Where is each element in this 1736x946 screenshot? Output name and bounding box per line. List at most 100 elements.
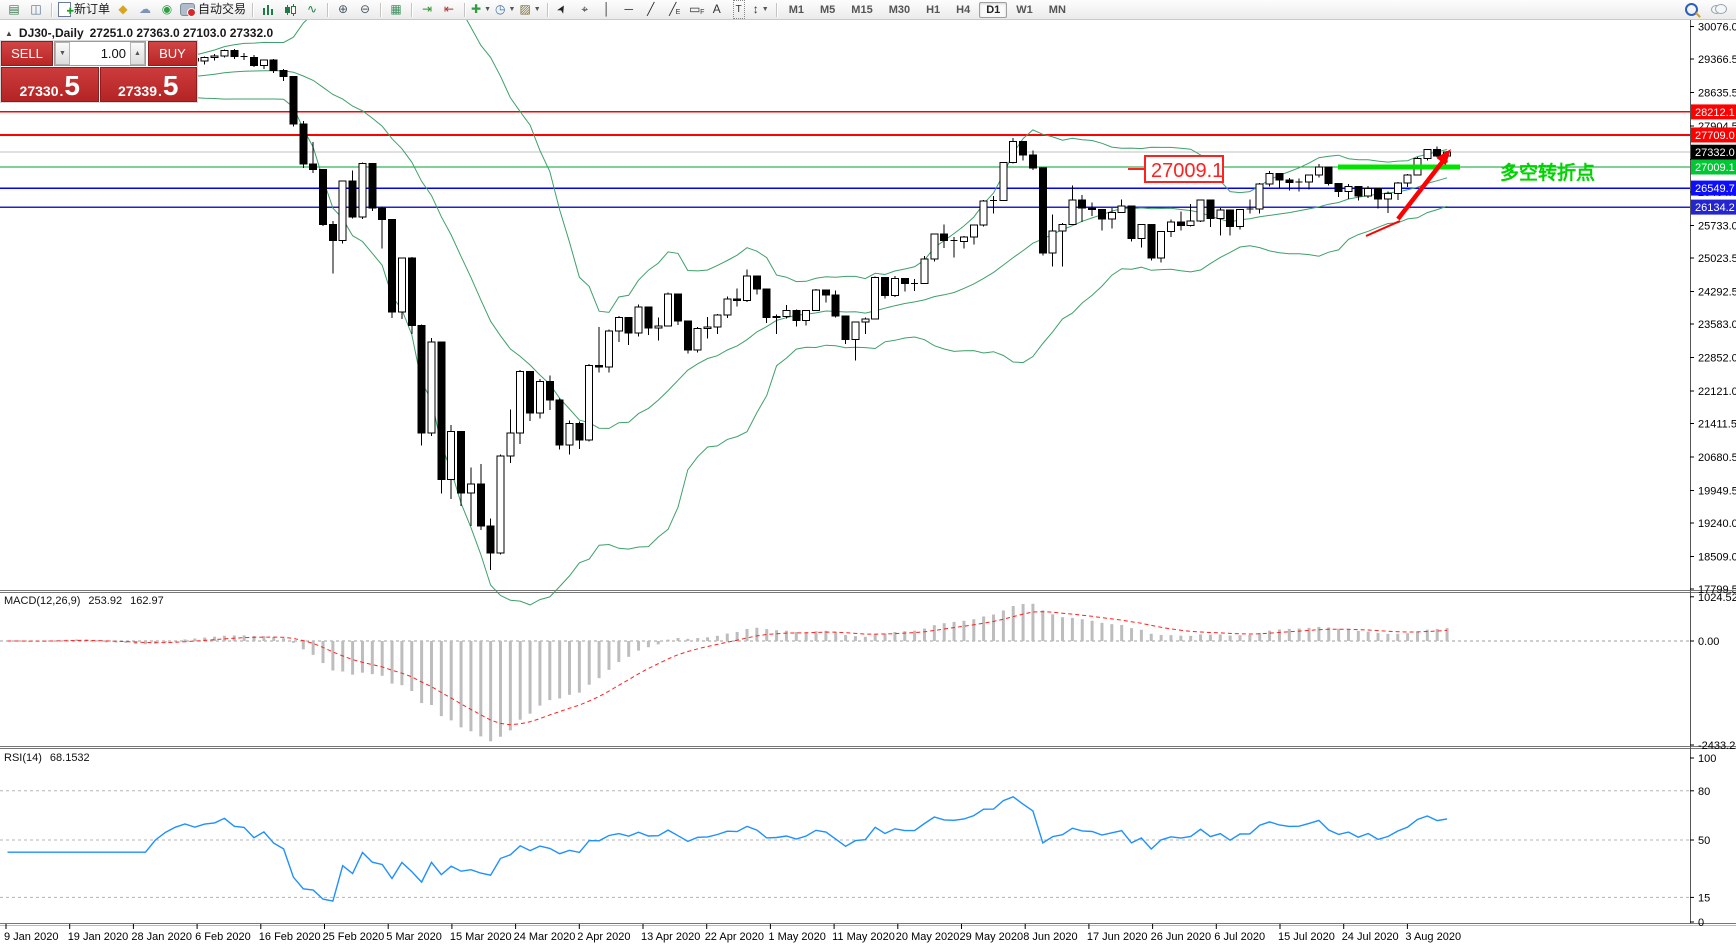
equidistant-channel-icon[interactable]: ╱ E — [662, 1, 684, 18]
templates-icon[interactable]: ▨ ▼ — [517, 1, 542, 18]
horizontal-lines-layer[interactable] — [0, 111, 1690, 208]
text-icon[interactable]: A — [706, 1, 728, 18]
signals-icon: ◉ — [161, 2, 173, 16]
candlestick — [378, 207, 387, 221]
indicators-icon[interactable]: ✚ ▼ — [469, 1, 493, 18]
chart-preview-icon[interactable]: ◫ — [25, 1, 47, 18]
candlestick — [230, 50, 239, 58]
bollinger-upper-band — [7, 0, 1448, 313]
price-axis-tick: 20680.5 — [1698, 452, 1736, 464]
annotations-layer[interactable]: 27009.1 多空转折点 — [1128, 149, 1595, 237]
candlestick — [1058, 223, 1067, 232]
equidistant-channel-icon: ╱ E — [669, 2, 681, 16]
timeframe-h1[interactable]: H1 — [926, 3, 941, 16]
toolbar-separator — [380, 2, 382, 17]
date-axis-label: 9 Jan 2020 — [4, 931, 58, 943]
macd-axis-tick: 1024.52 — [1698, 592, 1736, 604]
current-price-tag — [1691, 144, 1736, 160]
terminal-icon[interactable]: ▤ — [3, 1, 25, 18]
collapse-triangle-icon[interactable]: ▲ — [5, 28, 13, 38]
price-axis-tick: 25023.5 — [1698, 253, 1736, 265]
red-trend-arrow-shaft[interactable] — [1396, 159, 1445, 221]
date-axis-label: 8 Jun 2020 — [1023, 931, 1077, 943]
history-icon: ◆ — [118, 2, 128, 16]
timeframe-h4[interactable]: H4 — [956, 3, 971, 16]
timeframe-m15[interactable]: M15 — [851, 3, 873, 16]
macd-axis-tick: -2433.25 — [1698, 740, 1736, 752]
timeframe-m5[interactable]: M5 — [820, 3, 836, 16]
volume-increase-button[interactable]: ▲ — [130, 42, 145, 65]
candlestick — [733, 298, 742, 301]
candlestick-mode-icon[interactable] — [279, 1, 301, 18]
candlestick — [220, 50, 229, 57]
timeframe-m30[interactable]: M30 — [888, 3, 911, 16]
chat-icon[interactable] — [1708, 1, 1730, 18]
trendline-icon[interactable]: ╱ — [640, 1, 662, 18]
toolbar-separator — [775, 2, 777, 17]
candlestick — [1048, 230, 1057, 254]
price-callout-text: 27009.1 — [1151, 160, 1223, 182]
buy-button[interactable]: BUY — [148, 41, 197, 66]
red-trend-arrow-tail[interactable] — [1365, 220, 1401, 237]
cursor-icon[interactable]: ➤ — [552, 1, 574, 18]
level-price-tag — [1691, 199, 1736, 215]
new-order-icon[interactable]: 新订单 — [56, 1, 112, 20]
candlestick — [388, 219, 397, 313]
horizontal-line-icon[interactable]: ─ — [618, 1, 640, 18]
timeframe-w1[interactable]: W1 — [1016, 3, 1033, 16]
date-axis-label: 20 May 2020 — [896, 931, 960, 943]
date-axis-label: 17 Jun 2020 — [1087, 931, 1148, 943]
candlestick — [881, 276, 890, 296]
timeframe-d1[interactable]: D1 — [979, 1, 1008, 18]
autotrading-icon[interactable]: 自动交易 — [178, 1, 248, 18]
signals-icon[interactable]: ◉ — [156, 1, 178, 18]
auto-scroll-icon[interactable]: ⇥ — [416, 1, 438, 18]
red-trend-arrow-head[interactable] — [1436, 149, 1451, 166]
zoom-in-icon: ⊕ — [338, 2, 349, 16]
price-callout-box[interactable] — [1144, 155, 1224, 183]
candlestick — [1097, 209, 1106, 220]
line-chart-mode-icon[interactable]: ∿ — [301, 1, 323, 18]
macd-layer — [0, 603, 1690, 742]
timeframe-mn[interactable]: MN — [1048, 3, 1066, 16]
price-axis-tick: 22121.0 — [1698, 386, 1736, 398]
arrows-icon[interactable]: ↕ ▼ — [750, 1, 772, 18]
vertical-line-icon[interactable]: │ — [596, 1, 618, 18]
text-label-icon[interactable]: T — [728, 0, 750, 19]
community-icon[interactable]: ☁ — [134, 1, 156, 18]
bollinger-middle-band — [7, 70, 1448, 429]
volume-value[interactable]: 1.00 — [70, 42, 130, 65]
volume-decrease-button[interactable]: ▼ — [55, 42, 70, 65]
zoom-out-icon[interactable]: ⊖ — [354, 1, 376, 18]
bar-chart-mode-icon[interactable] — [257, 1, 279, 18]
candlestick — [526, 370, 535, 414]
sell-button[interactable]: SELL — [1, 41, 53, 66]
macd-indicator-label: MACD(12,26,9) 253.92 162.97 — [4, 595, 164, 607]
turning-point-label: 多空转折点 — [1500, 161, 1595, 184]
candlestick — [319, 169, 328, 225]
periods-icon[interactable]: ◷ ▼ — [493, 1, 517, 18]
candlestick — [713, 314, 722, 328]
fibonacci-icon[interactable]: ▭ F — [684, 1, 706, 18]
search-icon[interactable] — [1680, 1, 1702, 18]
history-icon[interactable]: ◆ — [112, 1, 134, 18]
sell-price[interactable]: 27330. 5 — [1, 67, 99, 102]
volume-stepper: ▼ 1.00 ▲ — [54, 41, 146, 66]
crosshair-icon[interactable]: ⌖ — [574, 1, 596, 18]
date-axis-label: 25 Feb 2020 — [323, 931, 385, 943]
chart-shift-icon[interactable]: ⇤ — [438, 1, 460, 18]
green-highlight-bar[interactable] — [1338, 164, 1460, 170]
tile-windows-icon[interactable]: ▦ — [385, 1, 407, 18]
candlestick — [545, 380, 554, 401]
zoom-in-icon[interactable]: ⊕ — [332, 1, 354, 18]
timeframe-m1[interactable]: M1 — [788, 3, 805, 16]
vertical-line-icon: │ — [602, 2, 611, 16]
date-axis-label: 15 Mar 2020 — [450, 931, 512, 943]
candlestick — [683, 320, 692, 351]
chart-background-layer — [0, 19, 1736, 926]
candlestick — [348, 180, 357, 218]
toolbar-separator — [327, 2, 329, 17]
price-tag-text: 28212.1 — [1695, 107, 1735, 119]
fibonacci-icon: ▭ F — [689, 2, 705, 16]
buy-price[interactable]: 27339. 5 — [99, 67, 197, 102]
